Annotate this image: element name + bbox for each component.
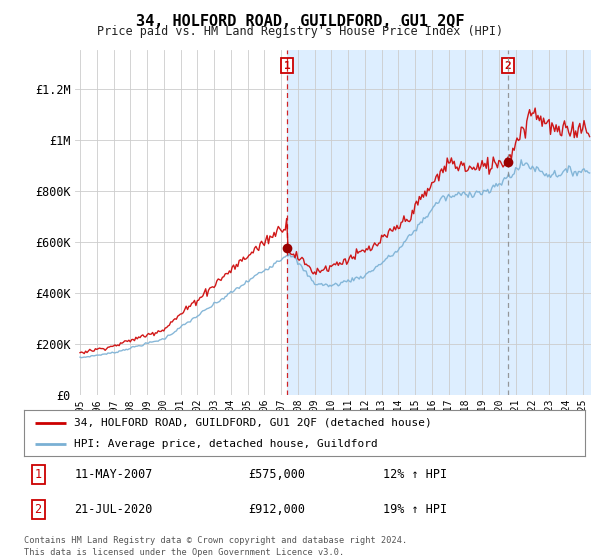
Text: 2: 2 bbox=[34, 503, 41, 516]
Text: 1: 1 bbox=[34, 468, 41, 481]
Bar bbox=[287, 50, 591, 395]
Text: 34, HOLFORD ROAD, GUILDFORD, GU1 2QF (detached house): 34, HOLFORD ROAD, GUILDFORD, GU1 2QF (de… bbox=[74, 418, 432, 428]
Text: 19% ↑ HPI: 19% ↑ HPI bbox=[383, 503, 447, 516]
Text: Price paid vs. HM Land Registry's House Price Index (HPI): Price paid vs. HM Land Registry's House … bbox=[97, 25, 503, 38]
Text: 34, HOLFORD ROAD, GUILDFORD, GU1 2QF: 34, HOLFORD ROAD, GUILDFORD, GU1 2QF bbox=[136, 14, 464, 29]
Text: 11-MAY-2007: 11-MAY-2007 bbox=[74, 468, 153, 481]
Text: 12% ↑ HPI: 12% ↑ HPI bbox=[383, 468, 447, 481]
Text: Contains HM Land Registry data © Crown copyright and database right 2024.
This d: Contains HM Land Registry data © Crown c… bbox=[24, 536, 407, 557]
Text: 2: 2 bbox=[505, 60, 511, 71]
Text: HPI: Average price, detached house, Guildford: HPI: Average price, detached house, Guil… bbox=[74, 439, 378, 449]
Text: £575,000: £575,000 bbox=[248, 468, 305, 481]
Text: 1: 1 bbox=[284, 60, 290, 71]
Text: £912,000: £912,000 bbox=[248, 503, 305, 516]
Text: 21-JUL-2020: 21-JUL-2020 bbox=[74, 503, 153, 516]
